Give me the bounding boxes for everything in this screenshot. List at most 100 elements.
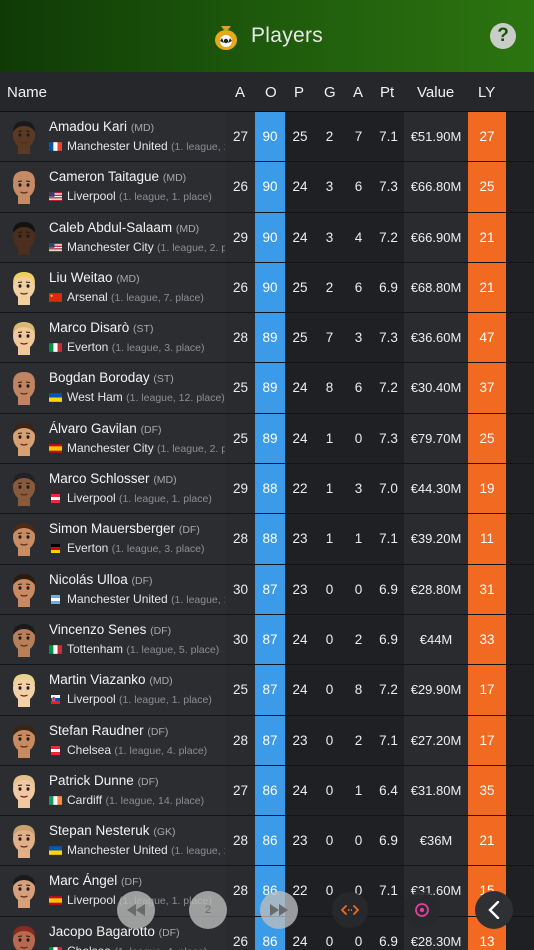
player-name-cell[interactable]: Patrick Dunne (DF) Cardiff (1. league, 14…	[0, 765, 226, 816]
player-row[interactable]: Martin Viazanko (MD) Liverpool (1. league…	[0, 665, 534, 716]
player-row[interactable]: Marco Schlosser (MD) Liverpool (1. league…	[0, 464, 534, 515]
player-name-cell[interactable]: Liu Weitao (MD) Arsenal (1. league, 7. pl…	[0, 262, 226, 313]
player-name-cell[interactable]: Marco Schlosser (MD) Liverpool (1. league…	[0, 464, 226, 514]
rating-cell: 6.9	[379, 933, 398, 949]
player-name-cell[interactable]: Jacopo Bagarotto (DF) Chelsea (1. league,…	[0, 916, 226, 950]
column-header-goals[interactable]: G	[324, 84, 336, 101]
players-table: Amadou Kari (MD) Manchester United (1. le…	[0, 112, 534, 950]
avatar	[9, 219, 39, 255]
value-cell: €30.40M	[404, 363, 468, 413]
last-year-cell: 19	[468, 464, 506, 514]
player-name-cell[interactable]: Vincenzo Senes (DF) Tottenham (1. league,…	[0, 614, 226, 665]
player-row[interactable]: Marco Disarò (ST) Everton (1. league, 3. …	[0, 313, 534, 364]
player-name-cell[interactable]: Marc Ángel (DF) Liverpool (1. league, 1. …	[0, 866, 226, 916]
player-row[interactable]: Simon Mauersberger (DF) Everton (1. leagu…	[0, 514, 534, 565]
player-name-cell[interactable]: Bogdan Boroday (ST) West Ham (1. league, …	[0, 363, 226, 413]
player-name-cell[interactable]: Stepan Nesteruk (GK) Manchester United (1…	[0, 816, 226, 866]
fast-forward-icon	[270, 904, 288, 916]
player-club: Chelsea (1. league, 4. place)	[49, 743, 225, 757]
player-club: Manchester United (1. league, 1. place)	[49, 139, 225, 153]
fast-forward-button[interactable]	[260, 891, 298, 929]
column-header-overall[interactable]: O	[265, 84, 277, 101]
player-position: (DF)	[121, 876, 143, 889]
flag-icon	[49, 793, 67, 807]
player-row[interactable]: Cameron Taitague (MD) Liverpool (1. leagu…	[0, 162, 534, 213]
help-icon[interactable]: ?	[490, 23, 516, 49]
player-row[interactable]: Liu Weitao (MD) Arsenal (1. league, 7. pl…	[0, 262, 534, 314]
rating-cell: 7.1	[379, 883, 398, 899]
player-name-cell[interactable]: Nicolás Ulloa (DF) Manchester United (1. …	[0, 564, 226, 614]
age-cell: 25	[226, 665, 255, 715]
age-cell: 25	[226, 413, 255, 464]
last-year-cell: 21	[468, 816, 506, 866]
flag-icon	[49, 390, 67, 404]
player-row[interactable]: Jacopo Bagarotto (DF) Chelsea (1. league,…	[0, 916, 534, 950]
column-header-played[interactable]: P	[294, 84, 305, 101]
overall-cell: 88	[255, 514, 285, 564]
goals-cell: 0	[325, 732, 334, 748]
player-name: Marc Ángel (DF)	[49, 873, 143, 889]
column-header-age[interactable]: A	[235, 84, 246, 101]
compare-button[interactable]	[332, 892, 368, 928]
flag-icon	[49, 541, 67, 555]
player-name-cell[interactable]: Amadou Kari (MD) Manchester United (1. le…	[0, 112, 226, 162]
player-name-cell[interactable]: Caleb Abdul-Salaam (MD) Manchester City (…	[0, 212, 226, 262]
value-cell: €28.80M	[404, 564, 468, 614]
last-year-cell: 47	[468, 313, 506, 363]
avatar	[9, 319, 39, 356]
club-detail: (1. league, 1. place)	[171, 141, 225, 153]
player-row[interactable]: Nicolás Ulloa (DF) Manchester United (1. …	[0, 564, 534, 615]
player-row[interactable]: Amadou Kari (MD) Manchester United (1. le…	[0, 112, 534, 163]
page-number-button[interactable]: 2	[189, 891, 227, 929]
player-position: (DF)	[131, 574, 153, 587]
played-cell: 24	[292, 682, 308, 698]
column-header-assists[interactable]: A	[353, 84, 364, 101]
target-button[interactable]	[404, 892, 440, 928]
player-club: Everton (1. league, 3. place)	[49, 340, 225, 354]
page-title: Players	[250, 24, 324, 47]
goals-cell: 1	[325, 430, 334, 446]
player-row[interactable]: Vincenzo Senes (DF) Tottenham (1. league,…	[0, 614, 534, 666]
player-row[interactable]: Caleb Abdul-Salaam (MD) Manchester City (…	[0, 212, 534, 263]
player-name-cell[interactable]: Martin Viazanko (MD) Liverpool (1. league…	[0, 665, 226, 715]
flag-icon	[49, 944, 67, 950]
rating-cell: 7.2	[379, 229, 398, 245]
player-row[interactable]: Stepan Nesteruk (GK) Manchester United (1…	[0, 816, 534, 867]
assists-cell: 6	[354, 279, 363, 295]
player-row[interactable]: Bogdan Boroday (ST) West Ham (1. league, …	[0, 363, 534, 414]
player-row[interactable]: Patrick Dunne (DF) Cardiff (1. league, 14…	[0, 765, 534, 817]
back-button[interactable]	[475, 891, 513, 929]
last-year-cell: 17	[468, 715, 506, 765]
played-cell: 23	[292, 581, 308, 597]
column-header-rating[interactable]: Pt	[380, 84, 395, 101]
column-header-value[interactable]: Value	[417, 84, 455, 101]
club-detail: (1. league, 2. place)	[157, 442, 225, 455]
flag-icon	[49, 843, 67, 857]
player-row[interactable]: Álvaro Gavilan (DF) Manchester City (1. l…	[0, 413, 534, 465]
column-header-last-year[interactable]: LY	[478, 84, 496, 101]
player-position: (MD)	[130, 122, 155, 134]
goals-cell: 1	[325, 531, 334, 547]
player-name-cell[interactable]: Marco Disarò (ST) Everton (1. league, 3. …	[0, 313, 226, 363]
player-name: Stefan Raudner (DF)	[49, 722, 169, 738]
rating-cell: 6.9	[379, 581, 398, 597]
assists-cell: 0	[354, 430, 363, 446]
player-name: Liu Weitao (MD)	[49, 269, 140, 285]
rating-cell: 7.0	[379, 481, 398, 497]
age-cell: 25	[226, 363, 255, 413]
rating-cell: 7.1	[379, 732, 398, 748]
assists-cell: 6	[354, 380, 363, 396]
player-name-cell[interactable]: Simon Mauersberger (DF) Everton (1. leagu…	[0, 514, 226, 564]
goals-cell: 0	[325, 581, 334, 597]
player-name-cell[interactable]: Cameron Taitague (MD) Liverpool (1. leagu…	[0, 162, 226, 212]
rewind-button[interactable]	[117, 891, 155, 929]
club-detail: (1. league, 5. place)	[126, 643, 220, 656]
column-header-name[interactable]: Name	[7, 84, 48, 101]
player-name-cell[interactable]: Stefan Raudner (DF) Chelsea (1. league, 4…	[0, 715, 226, 765]
overall-cell: 89	[255, 363, 285, 413]
age-cell: 27	[226, 112, 255, 162]
club-detail: (1. league, 1. place)	[119, 694, 212, 707]
player-row[interactable]: Stefan Raudner (DF) Chelsea (1. league, 4…	[0, 715, 534, 766]
played-cell: 24	[292, 782, 308, 798]
player-name-cell[interactable]: Álvaro Gavilan (DF) Manchester City (1. l…	[0, 413, 226, 464]
